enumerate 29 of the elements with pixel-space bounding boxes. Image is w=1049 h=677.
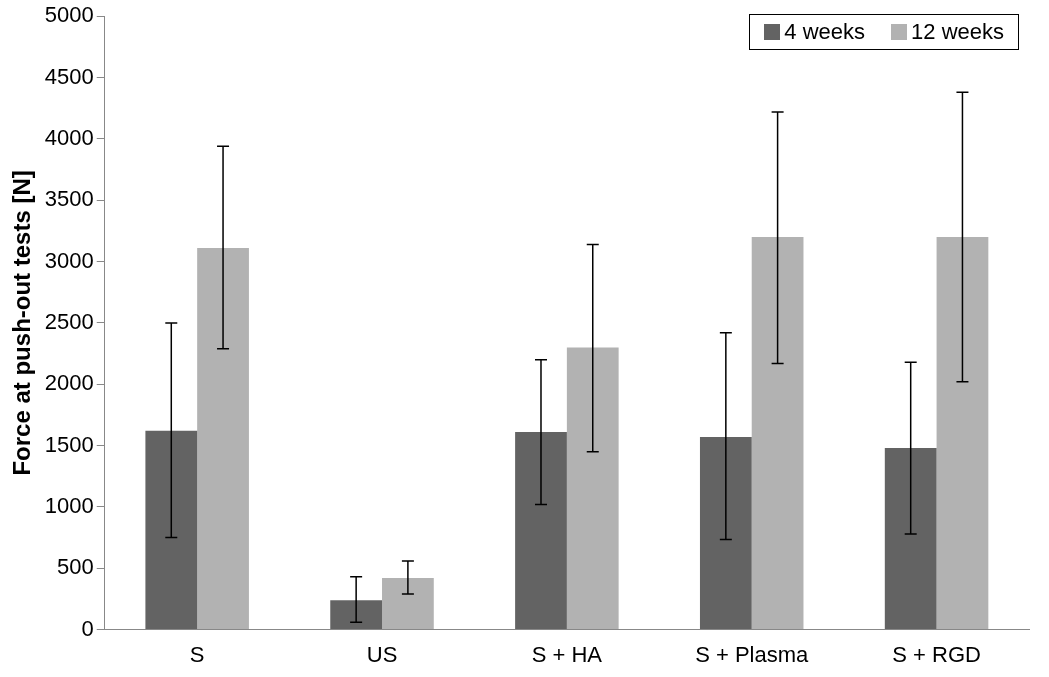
y-tick-label: 500 (57, 554, 94, 580)
y-tick-label: 4500 (44, 63, 94, 89)
y-tick-label: 3000 (44, 247, 94, 273)
legend-label: 4 weeks (784, 19, 866, 45)
legend-label: 12 weeks (911, 19, 1004, 45)
x-tick-label: S + RGD (892, 641, 981, 667)
bar (936, 237, 989, 630)
bar (382, 578, 434, 630)
y-tick-label: 5000 (44, 2, 94, 28)
y-tick-label: 1500 (44, 431, 94, 457)
y-tick-label: 0 (81, 615, 94, 641)
bar (699, 436, 752, 630)
bar (515, 432, 567, 630)
bar (751, 237, 804, 630)
bar (884, 448, 937, 630)
x-tick-label: US (366, 641, 398, 667)
x-tick-label: S + HA (531, 641, 603, 667)
bar (330, 600, 383, 630)
y-tick-label: 2500 (44, 308, 94, 334)
bar (145, 430, 198, 630)
y-tick-label: 3500 (44, 186, 94, 212)
bar (197, 248, 249, 630)
y-axis-title: Force at push-out tests [N] (8, 170, 36, 476)
y-tick-label: 1000 (44, 492, 94, 518)
y-tick-label: 2000 (44, 370, 94, 396)
x-tick-label: S + Plasma (695, 641, 810, 667)
x-tick-label: S (189, 641, 205, 667)
y-tick-label: 4000 (44, 124, 94, 150)
bar (566, 347, 619, 630)
